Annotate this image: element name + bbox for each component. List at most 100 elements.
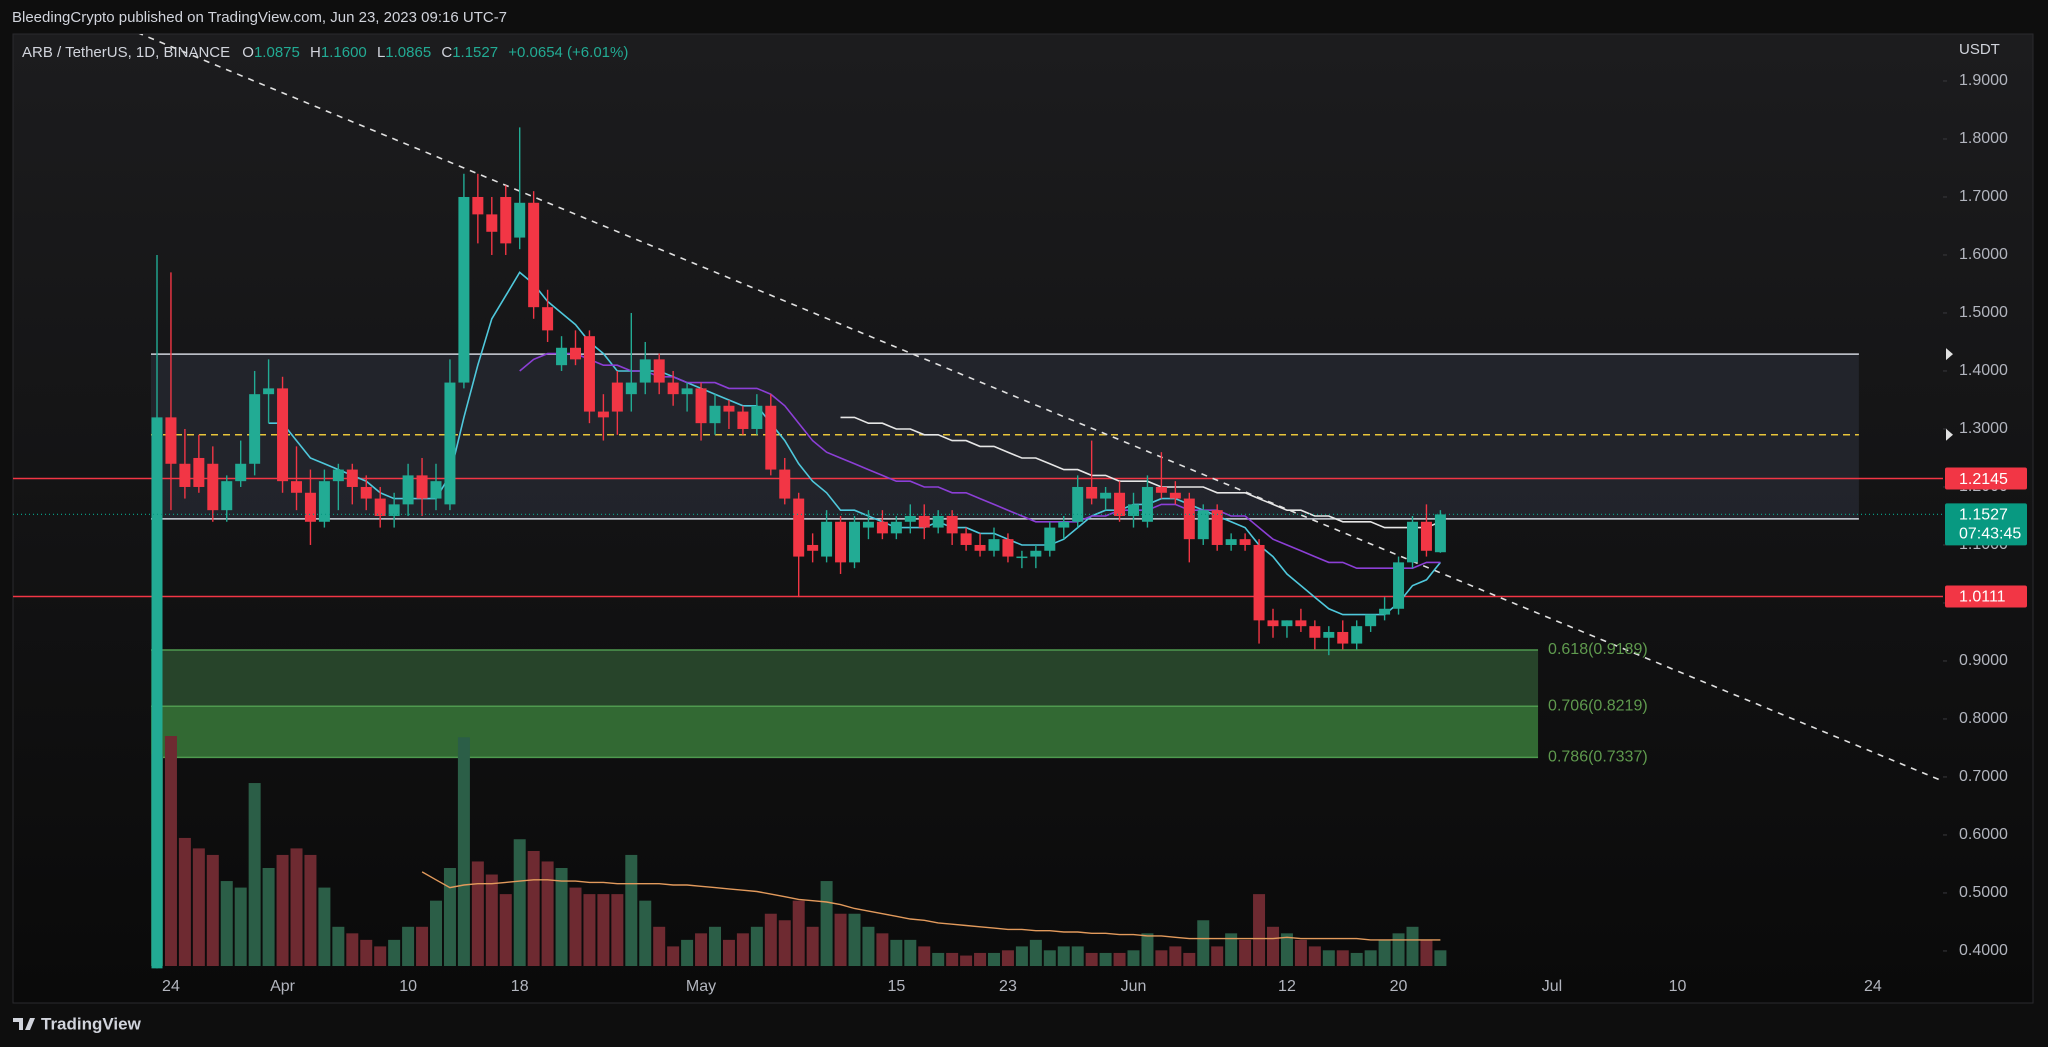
volume-bar [1406, 926, 1419, 966]
x-tick-label: 10 [399, 978, 417, 995]
candle-body [1169, 492, 1181, 499]
price-zone [151, 706, 1539, 758]
candle-body [653, 359, 665, 383]
x-tick-label: 18 [511, 978, 529, 995]
volume-bar [290, 848, 303, 966]
candle-body [1379, 608, 1391, 615]
volume-bar [192, 848, 205, 966]
candle-body [332, 469, 344, 482]
candle-body [695, 388, 707, 424]
volume-bar [178, 837, 191, 966]
candle-body [1420, 521, 1432, 551]
candle-body [1337, 631, 1349, 644]
candle-body [374, 498, 386, 516]
candle-body [151, 417, 163, 969]
y-tick-label: 0.4000 [1959, 942, 2008, 959]
candle-body [291, 481, 302, 493]
candle-body [835, 521, 847, 563]
candle-body [444, 382, 456, 505]
volume-ma [421, 871, 1441, 941]
volume-bar [555, 867, 568, 966]
x-tick-label: 23 [999, 978, 1017, 995]
change: +0.0654 (+6.01%) [508, 44, 628, 61]
volume-bar [276, 854, 289, 966]
volume-bar [792, 900, 805, 966]
volume-bar [1253, 894, 1266, 966]
x-tick-label: 10 [1669, 978, 1687, 995]
price-tag [1945, 467, 2027, 490]
fib-label: 0.706(0.8219) [1548, 697, 1648, 714]
volume-bar [1099, 952, 1112, 966]
candle-body [1393, 562, 1405, 609]
ohlc-key: O [242, 44, 254, 61]
candle-body [737, 411, 749, 429]
plot-area: 0.618(0.9189) 0.706(0.8219) 0.786(0.7337) [13, 34, 1943, 969]
candle-body [1058, 521, 1070, 528]
volume-bar [1001, 950, 1014, 966]
volume-bar [946, 952, 959, 966]
y-tick-label: 0.6000 [1959, 826, 2008, 843]
candle-body [807, 544, 819, 551]
candle-body [416, 475, 428, 499]
volume-bar [541, 861, 554, 966]
volume-bar [764, 913, 777, 966]
volume-bar [1015, 946, 1028, 966]
candle-body [1351, 626, 1363, 644]
candle-body [346, 469, 358, 487]
x-tick-label: Jun [1121, 978, 1147, 995]
candle-body [165, 417, 177, 464]
volume-bar [876, 933, 889, 966]
candle-body [1239, 539, 1251, 545]
ohlc-key: H [310, 44, 321, 61]
ohlc-value: 1.1527 [452, 44, 498, 61]
x-tick-label: 24 [162, 978, 180, 995]
volume-bar [806, 926, 819, 966]
brand: TradingView [41, 1014, 142, 1033]
candle-body [1197, 510, 1209, 540]
candle-body [249, 394, 261, 464]
volume-bar [443, 867, 456, 966]
y-tick-label: 0.8000 [1959, 710, 2008, 727]
volume-bar [1113, 952, 1126, 966]
volume-bar [1183, 952, 1196, 966]
volume-bar [1294, 939, 1307, 966]
volume-bar [569, 887, 582, 966]
candle-body [667, 382, 679, 395]
y-tick-label: 1.3000 [1959, 420, 2008, 437]
ohlc-key: L [377, 44, 385, 61]
volume-bar [1336, 950, 1349, 966]
candle-body [304, 492, 316, 522]
candle-body [751, 405, 763, 429]
axis-marker [1946, 428, 1953, 441]
candle-body [486, 214, 498, 232]
volume-bar [695, 933, 708, 966]
candle-body [472, 196, 484, 215]
x-tick-label: Jul [1542, 978, 1562, 995]
volume-bar [220, 881, 233, 966]
last-price-tag [1945, 503, 2027, 546]
candle-body [500, 196, 512, 244]
candle-body [1365, 614, 1377, 627]
ohlc-key: C [441, 44, 452, 61]
volume-bar [1211, 946, 1224, 966]
volume-bar [318, 887, 331, 966]
volume-bar [667, 946, 680, 966]
candle-body [1323, 631, 1335, 638]
volume-bar [862, 926, 875, 966]
y-tick-label: 0.5000 [1959, 884, 2008, 901]
volume-bar [778, 920, 791, 966]
candle-body [988, 539, 1000, 551]
y-tick-label: 1.8000 [1959, 130, 2008, 147]
candle-body [1016, 556, 1028, 559]
volume-bar [485, 874, 498, 966]
volume-bar [611, 894, 624, 966]
candle-body [1072, 486, 1084, 522]
x-tick-label: 20 [1390, 978, 1408, 995]
volume-bar [1169, 946, 1182, 966]
candle-body [709, 405, 721, 424]
volume-bar [1378, 939, 1391, 966]
candle-body [681, 388, 693, 395]
y-tick-label: 1.7000 [1959, 188, 2008, 205]
volume-bar [583, 894, 596, 966]
